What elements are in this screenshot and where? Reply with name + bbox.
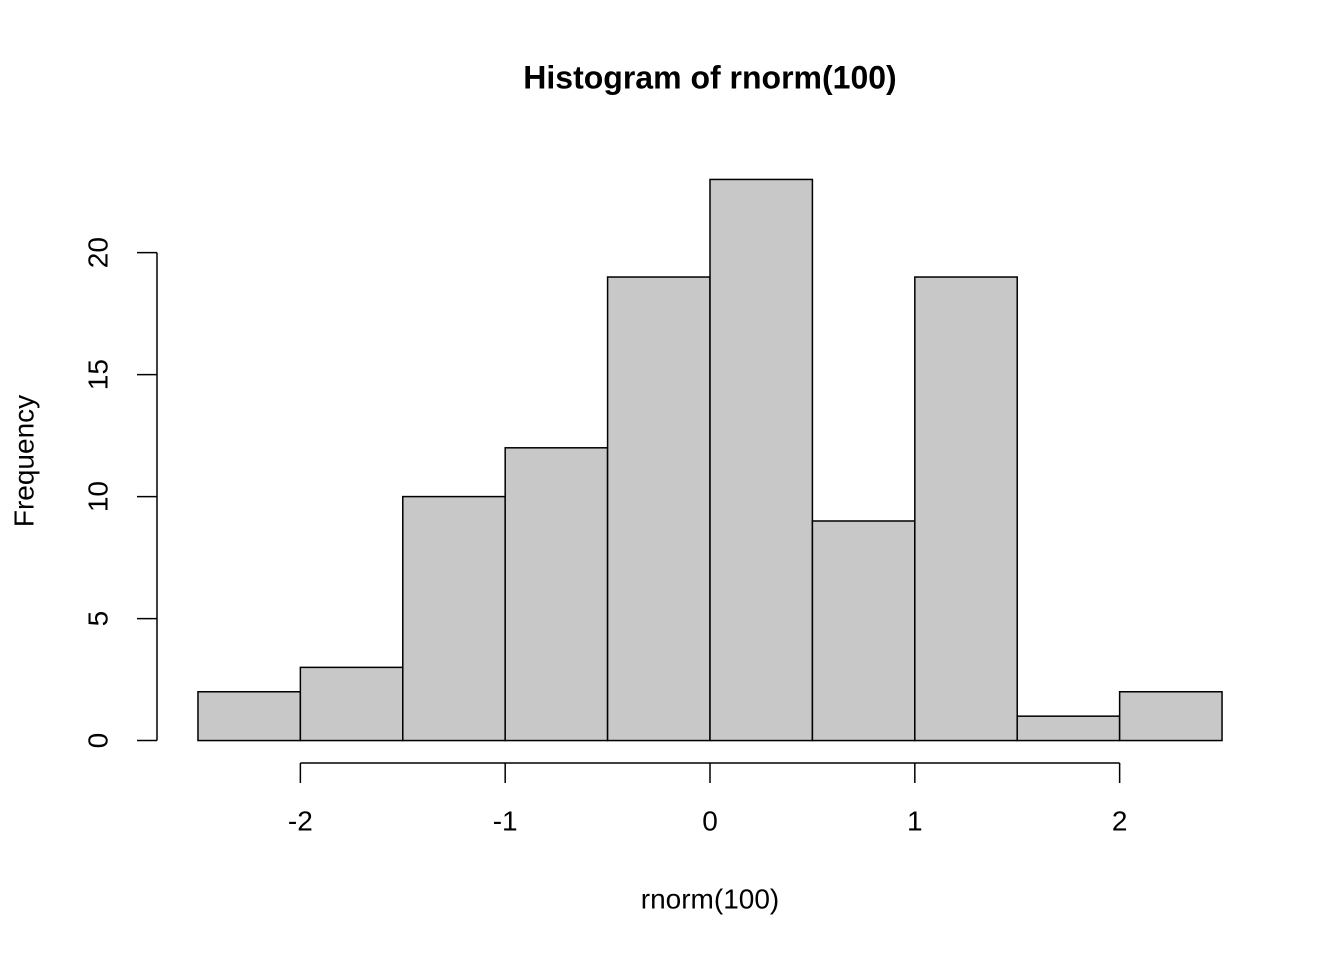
- y-tick-label: 15: [82, 359, 113, 390]
- bar: [811, 520, 916, 742]
- bar: [197, 691, 302, 742]
- bar: [504, 447, 609, 742]
- y-tick-label: 5: [82, 611, 113, 627]
- y-axis-label: Frequency: [8, 395, 39, 527]
- bar: [709, 178, 814, 742]
- y-tick-label: 0: [82, 733, 113, 749]
- x-tick-label: -1: [493, 805, 518, 836]
- bar: [606, 276, 711, 742]
- x-tick-label: 2: [1112, 805, 1128, 836]
- bar: [299, 666, 404, 742]
- chart-title: Histogram of rnorm(100): [523, 59, 896, 95]
- y-tick-label: 10: [82, 481, 113, 512]
- bar: [1016, 715, 1121, 742]
- y-tick-label: 20: [82, 237, 113, 268]
- x-tick-label: 1: [907, 805, 923, 836]
- bar: [1118, 691, 1223, 742]
- bar: [402, 495, 506, 742]
- x-tick-label: -2: [288, 805, 313, 836]
- x-tick-label: 0: [702, 805, 718, 836]
- x-axis-label: rnorm(100): [641, 883, 779, 914]
- bar: [914, 276, 1018, 742]
